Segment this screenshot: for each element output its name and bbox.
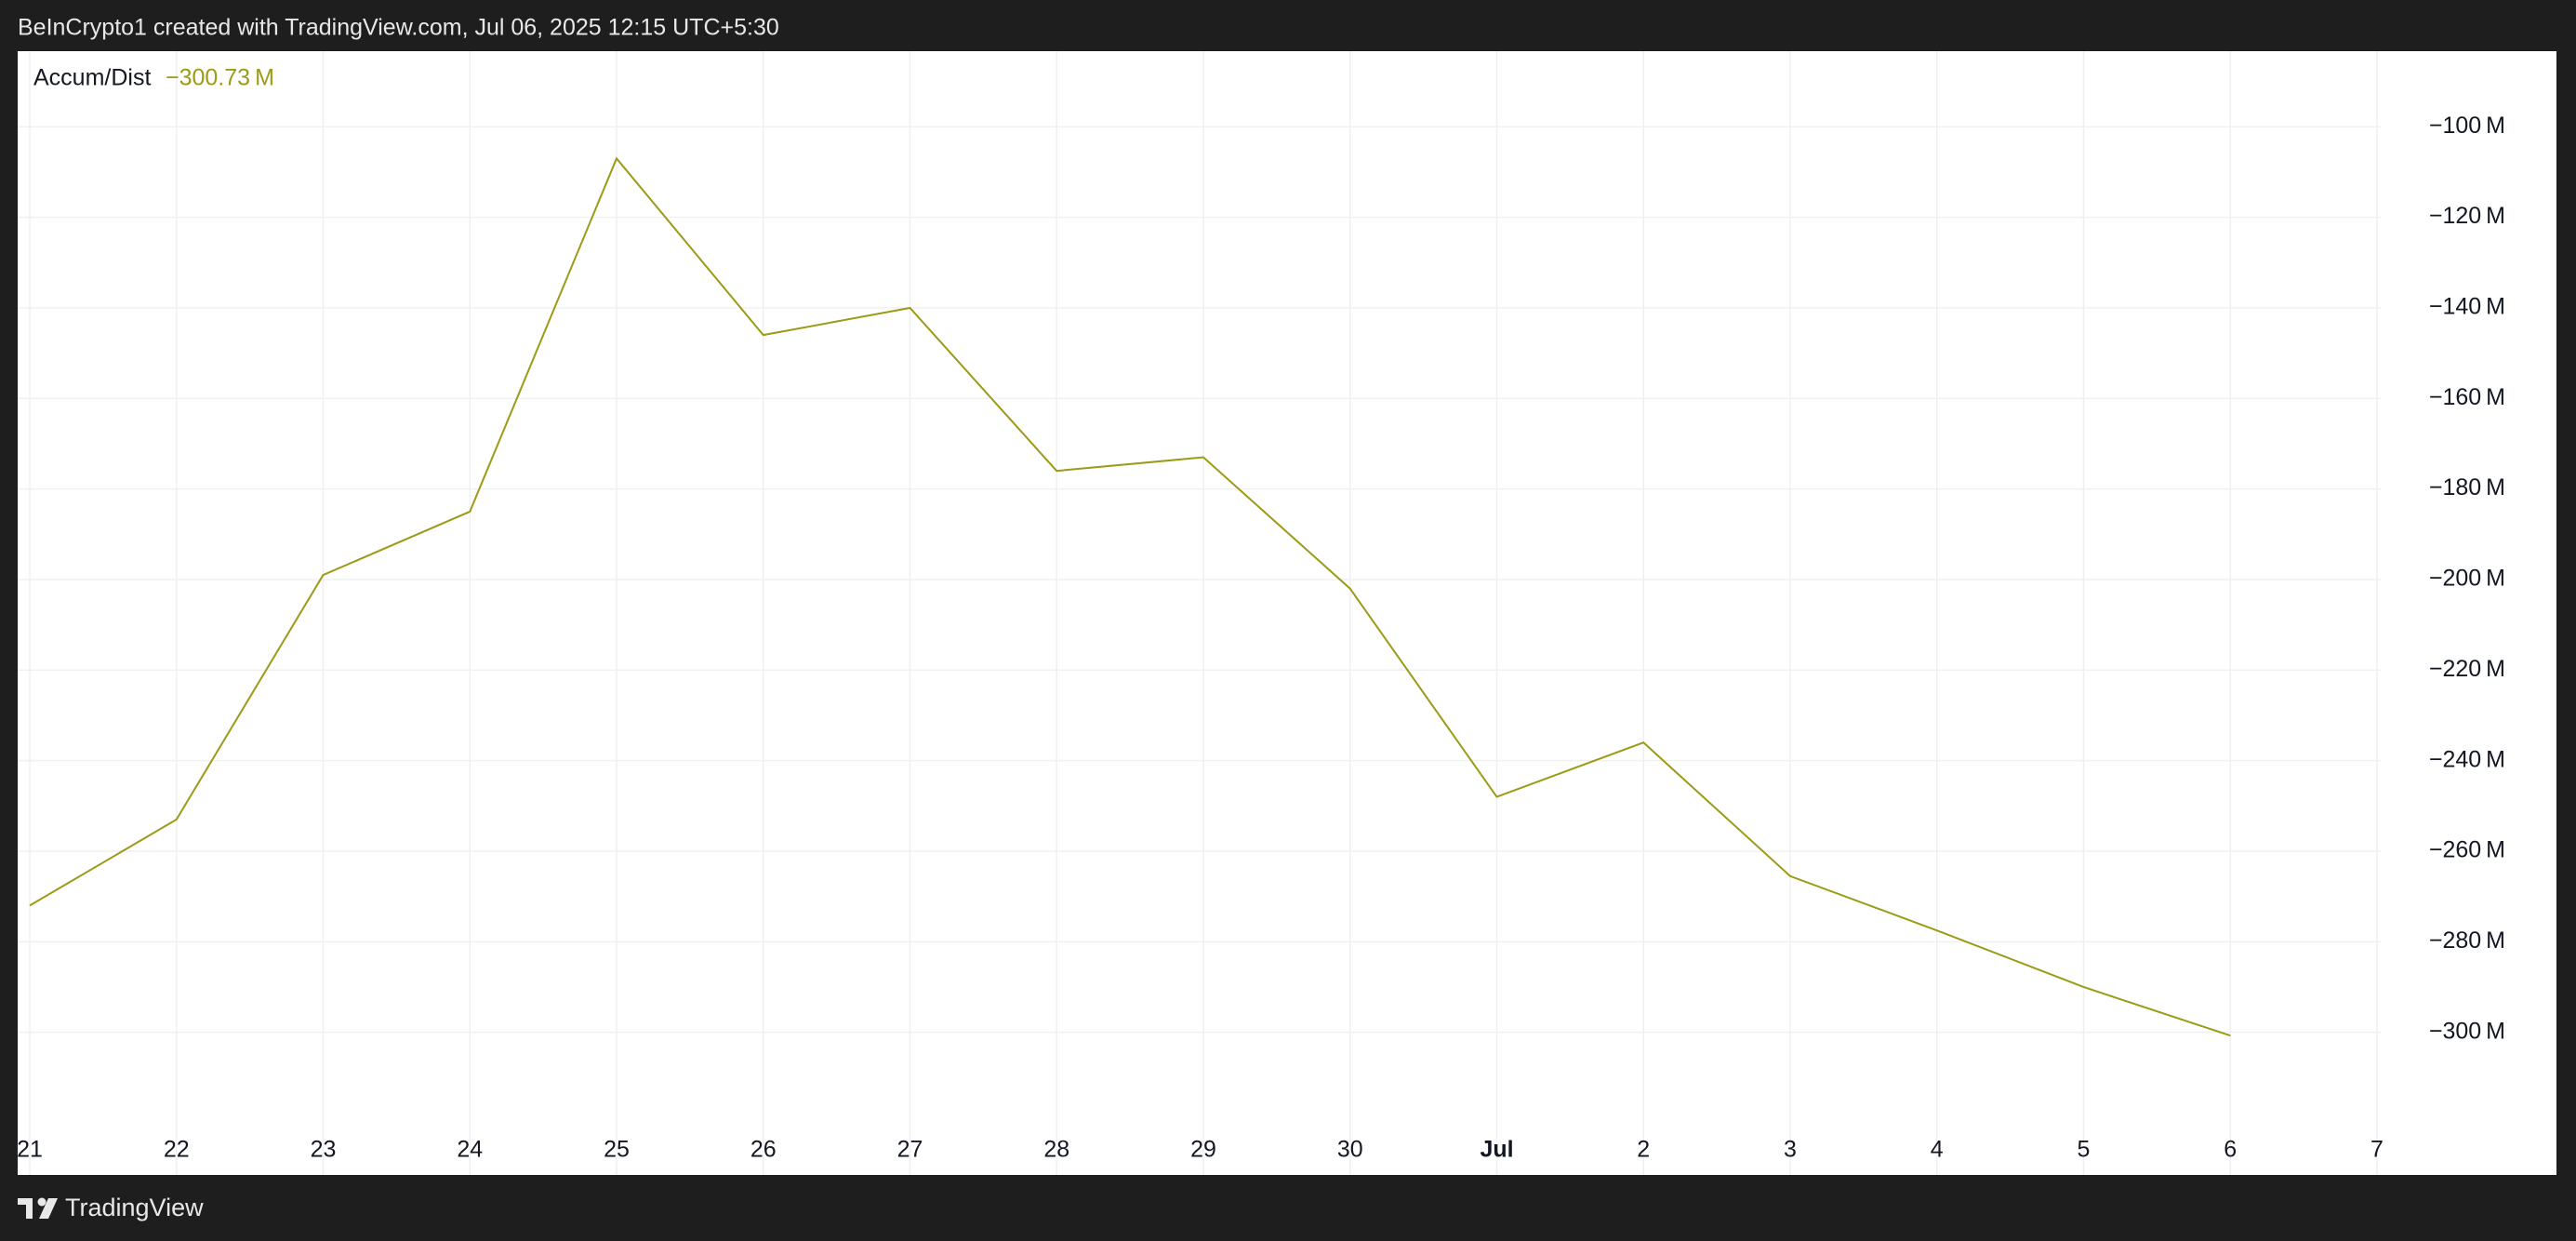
- x-tick-label: 22: [164, 1137, 190, 1163]
- x-tick-label: 27: [897, 1137, 923, 1163]
- x-tick-label: 23: [311, 1137, 337, 1163]
- y-tick-label: −120 M: [2429, 203, 2505, 229]
- plot: −100 M −120 M −140 M −160 M −180 M −200 M −220…: [17, 51, 2505, 1175]
- x-tick-label: Jul: [1480, 1137, 1513, 1163]
- x-tick-label: 7: [2370, 1137, 2383, 1163]
- y-tick-label: −300 M: [2429, 1018, 2505, 1044]
- x-tick-label: 30: [1337, 1137, 1363, 1163]
- x-tick-label: 3: [1784, 1137, 1797, 1163]
- y-tick-label: −280 M: [2429, 927, 2505, 954]
- x-tick-label: 5: [2078, 1137, 2091, 1163]
- y-tick-label: −140 M: [2429, 294, 2505, 320]
- data-line: [29, 156, 2231, 1037]
- chart-area: [18, 51, 2556, 1175]
- x-tick-label: 21: [17, 1137, 43, 1163]
- header-text: BeInCrypto1 created with TradingView.com…: [18, 15, 779, 41]
- x-tick-label: 4: [1931, 1137, 1944, 1163]
- y-tick-label: −220 M: [2429, 656, 2505, 682]
- y-tick-label: −160 M: [2429, 384, 2505, 410]
- x-tick-label: 2: [1637, 1137, 1650, 1163]
- legend-value: −300.73 M: [166, 65, 274, 91]
- x-tick-label: 29: [1190, 1137, 1216, 1163]
- y-tick-label: −180 M: [2429, 474, 2505, 500]
- x-tick-label: 25: [604, 1137, 630, 1163]
- x-tick-label: 6: [2224, 1137, 2237, 1163]
- y-tick-label: −100 M: [2429, 113, 2505, 139]
- legend-name: Accum/Dist: [33, 65, 151, 91]
- y-tick-label: −260 M: [2429, 837, 2505, 863]
- y-tick-label: −200 M: [2429, 566, 2505, 592]
- x-tick-label: 26: [750, 1137, 777, 1163]
- x-tick-label: 24: [457, 1137, 483, 1163]
- brand-logo: [18, 1197, 58, 1219]
- brand-name: TradingView: [65, 1194, 204, 1221]
- y-tick-label: −240 M: [2429, 746, 2505, 772]
- x-tick-label: 28: [1043, 1137, 1069, 1163]
